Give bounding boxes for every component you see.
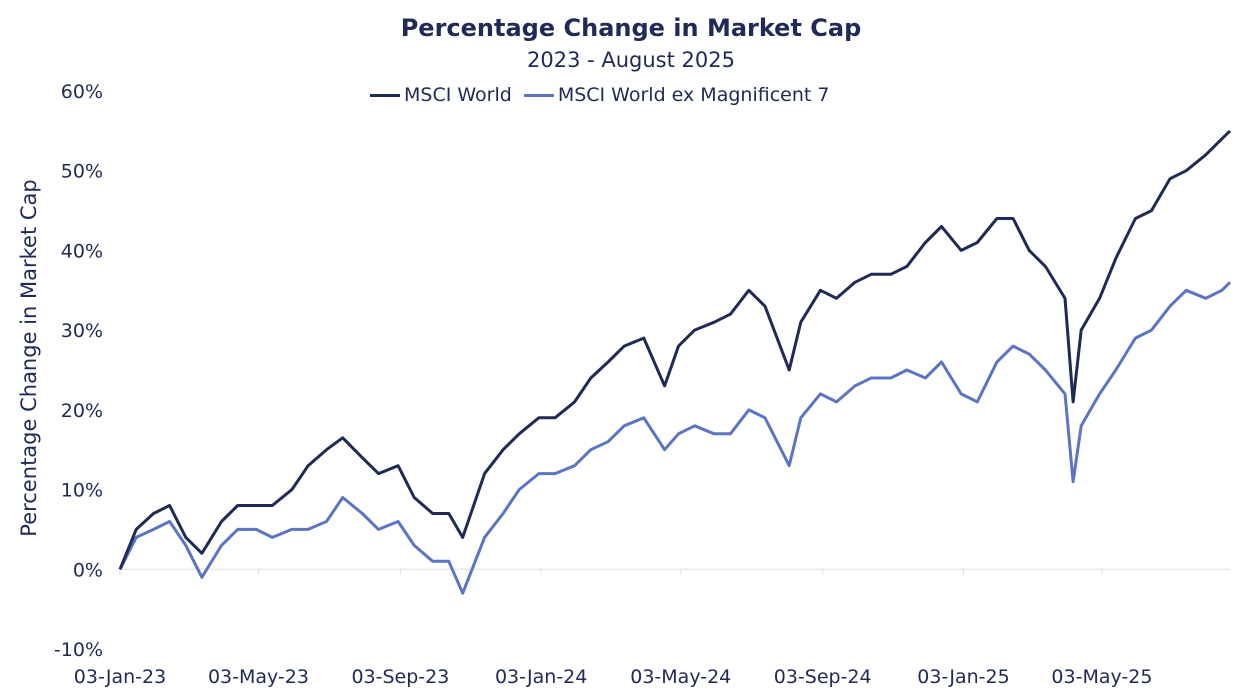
legend: MSCI World MSCI World ex Magnificent 7 <box>370 84 841 106</box>
y-tick-label: -10% <box>54 639 103 661</box>
legend-item-msci-world-ex-mag7: MSCI World ex Magnificent 7 <box>523 84 830 106</box>
x-axis-ticks: 03-Jan-23 03-May-23 03-Sep-23 03-Jan-24 03-M… <box>74 569 1152 688</box>
x-tick-label: 03-May-24 <box>630 666 731 688</box>
y-tick-label: 0% <box>73 559 103 581</box>
legend-swatch-msci-world <box>370 93 400 97</box>
x-tick-label: 03-Jan-24 <box>495 666 587 688</box>
x-tick-label: 03-Jan-23 <box>74 666 166 688</box>
y-tick-label: 60% <box>61 81 103 103</box>
legend-swatch-msci-world-ex-mag7 <box>523 93 554 97</box>
series-line-msci-world <box>118 129 1232 570</box>
x-tick-label: 03-Jan-25 <box>917 666 1009 688</box>
series-line-msci-world-ex-mag7 <box>118 281 1232 595</box>
y-tick-label: 30% <box>61 320 103 342</box>
series-lines <box>118 129 1232 595</box>
chart-subtitle: 2023 - August 2025 <box>527 48 735 72</box>
y-tick-label: 20% <box>61 400 103 422</box>
legend-label-msci-world: MSCI World <box>404 84 512 106</box>
x-tick-label: 03-May-25 <box>1051 666 1152 688</box>
y-axis-ticks: 60% 50% 40% 30% 20% 10% 0% -10% <box>54 81 103 661</box>
y-tick-label: 50% <box>61 161 103 183</box>
x-tick-label: 03-Sep-23 <box>351 666 449 688</box>
y-tick-label: 40% <box>61 240 103 262</box>
legend-item-msci-world: MSCI World <box>370 84 512 106</box>
x-tick-label: 03-May-23 <box>208 666 309 688</box>
legend-label-msci-world-ex-mag7: MSCI World ex Magnificent 7 <box>557 84 830 106</box>
y-tick-label: 10% <box>61 480 103 502</box>
y-axis-label: Percentage Change in Market Cap <box>17 179 41 536</box>
chart-title: Percentage Change in Market Cap <box>400 14 862 42</box>
x-tick-label: 03-Sep-24 <box>774 666 872 688</box>
